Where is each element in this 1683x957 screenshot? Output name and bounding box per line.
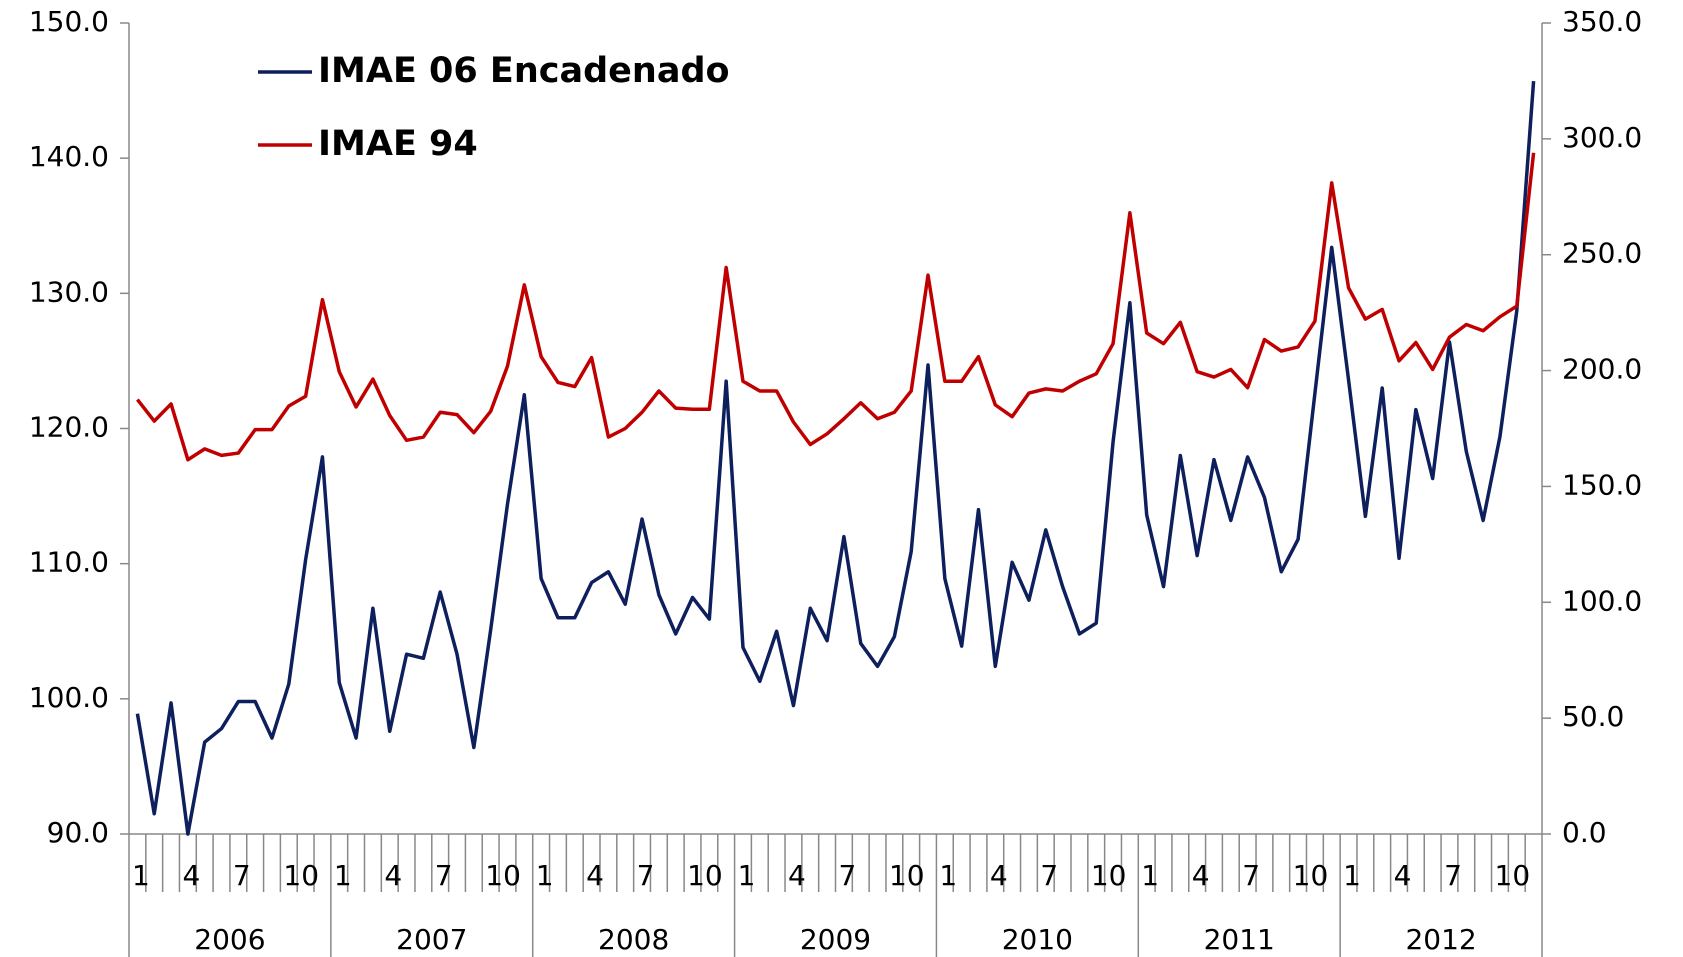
year-label: 2009 — [800, 923, 871, 956]
x-tick-label: 1 — [738, 859, 756, 892]
x-tick-label: 4 — [586, 859, 604, 892]
y2-tick-label: 300.0 — [1562, 121, 1642, 154]
y2-tick-label: 50.0 — [1562, 700, 1624, 733]
x-tick-label: 7 — [435, 859, 453, 892]
y2-tick-label: 100.0 — [1562, 584, 1642, 617]
y-tick-label: 140.0 — [29, 140, 109, 173]
x-tick-label: 1 — [334, 859, 352, 892]
x-tick-label: 10 — [1495, 859, 1531, 892]
y2-tick-label: 200.0 — [1562, 353, 1642, 386]
x-tick-label: 10 — [1293, 859, 1329, 892]
x-tick-label: 4 — [1394, 859, 1412, 892]
legend-label: IMAE 94 — [318, 124, 478, 164]
x-tick-label: 1 — [1343, 859, 1361, 892]
y-tick-label: 130.0 — [29, 275, 109, 308]
x-tick-label: 1 — [939, 859, 957, 892]
x-tick-label: 7 — [1242, 859, 1260, 892]
legend-label: IMAE 06 Encadenado — [318, 51, 730, 91]
y-tick-label: 120.0 — [29, 411, 109, 444]
series-line — [135, 80, 1536, 836]
x-tick-label: 7 — [1444, 859, 1462, 892]
x-tick-label: 1 — [536, 859, 554, 892]
y-tick-label: 150.0 — [29, 5, 109, 38]
year-label: 2006 — [194, 923, 265, 956]
year-label: 2012 — [1405, 923, 1476, 956]
x-tick-label: 4 — [788, 859, 806, 892]
x-tick-label: 7 — [233, 859, 251, 892]
year-label: 2011 — [1204, 923, 1275, 956]
x-tick-label: 10 — [687, 859, 723, 892]
x-tick-label: 10 — [1091, 859, 1127, 892]
x-tick-label: 7 — [637, 859, 655, 892]
y2-tick-label: 150.0 — [1562, 468, 1642, 501]
series-line — [136, 152, 1536, 462]
y-tick-label: 110.0 — [29, 546, 109, 579]
x-tick-label: 10 — [283, 859, 319, 892]
year-label: 2007 — [396, 923, 467, 956]
x-tick-label: 7 — [1040, 859, 1058, 892]
x-tick-label: 7 — [839, 859, 857, 892]
y-tick-label: 90.0 — [47, 816, 109, 849]
x-tick-label: 1 — [1141, 859, 1159, 892]
y2-tick-label: 0.0 — [1562, 816, 1607, 849]
year-label: 2008 — [598, 923, 669, 956]
x-tick-label: 4 — [182, 859, 200, 892]
y2-tick-label: 350.0 — [1562, 5, 1642, 38]
y-tick-label: 100.0 — [29, 681, 109, 714]
y2-tick-label: 250.0 — [1562, 237, 1642, 270]
x-tick-label: 10 — [485, 859, 521, 892]
x-tick-label: 1 — [132, 859, 150, 892]
x-tick-label: 4 — [990, 859, 1008, 892]
x-tick-label: 4 — [384, 859, 402, 892]
x-tick-label: 10 — [889, 859, 925, 892]
x-tick-label: 4 — [1192, 859, 1210, 892]
year-label: 2010 — [1002, 923, 1073, 956]
